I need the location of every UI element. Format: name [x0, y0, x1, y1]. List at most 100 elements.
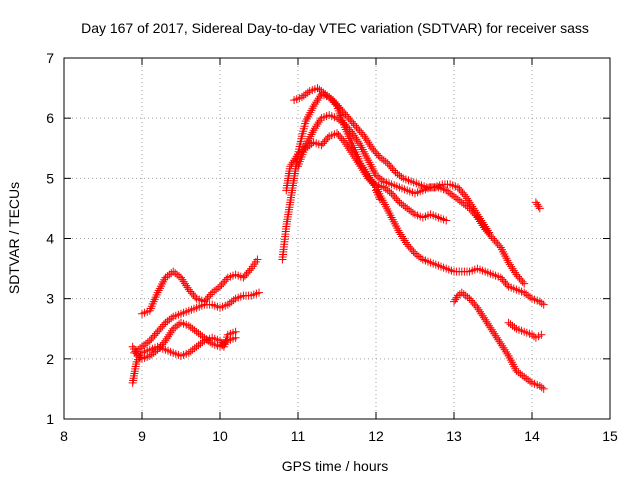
data-point	[503, 256, 512, 265]
data-point	[388, 215, 397, 224]
data-point	[355, 160, 364, 169]
data-point	[310, 124, 319, 133]
data-point	[136, 353, 145, 362]
data-point	[370, 181, 379, 190]
data-point	[359, 166, 367, 175]
data-point	[306, 132, 315, 141]
data-point	[175, 320, 184, 329]
data-point	[464, 196, 473, 205]
series-track-1	[128, 327, 240, 387]
data-point	[309, 126, 318, 135]
data-point	[304, 112, 313, 121]
data-points	[128, 84, 548, 393]
data-point	[472, 208, 481, 217]
data-point	[481, 222, 490, 231]
data-point	[175, 272, 184, 281]
data-point	[539, 384, 548, 393]
data-point	[365, 158, 374, 167]
series-track-11	[450, 288, 548, 393]
data-point	[537, 299, 546, 308]
data-point	[367, 162, 376, 171]
data-point	[490, 329, 499, 338]
data-point	[361, 151, 370, 160]
data-point	[486, 323, 495, 332]
data-point	[206, 338, 215, 347]
x-tick-label: 8	[60, 428, 68, 444]
data-point	[503, 280, 512, 289]
data-point	[387, 213, 396, 222]
data-point	[466, 200, 475, 209]
y-tick-label: 2	[46, 351, 54, 367]
data-point	[477, 309, 486, 318]
data-point	[395, 228, 404, 237]
data-point	[245, 266, 254, 275]
series-track-12	[504, 318, 546, 342]
data-point	[518, 277, 527, 286]
y-tick-label: 7	[46, 50, 54, 66]
data-point	[465, 198, 474, 207]
data-point	[539, 300, 548, 309]
data-point	[474, 212, 483, 221]
data-point	[507, 358, 516, 367]
data-point	[356, 141, 365, 150]
x-tick-label: 11	[291, 428, 306, 444]
data-point	[221, 338, 230, 347]
data-point	[502, 347, 510, 356]
data-point	[491, 331, 500, 340]
data-point	[483, 319, 492, 328]
data-point	[353, 158, 362, 167]
data-point	[356, 162, 365, 171]
data-point	[179, 277, 188, 286]
x-tick-label: 13	[446, 428, 462, 444]
data-point	[365, 140, 374, 149]
data-point	[494, 335, 503, 344]
data-point	[380, 200, 389, 209]
data-point	[351, 133, 360, 142]
data-point	[355, 139, 364, 148]
data-point	[492, 333, 501, 342]
data-point	[346, 146, 354, 155]
data-point	[496, 243, 505, 252]
data-point	[501, 252, 510, 261]
data-point	[375, 195, 384, 204]
data-point	[483, 226, 492, 235]
data-point	[369, 167, 378, 176]
data-point	[385, 209, 394, 218]
data-point	[393, 196, 402, 205]
series-track-6	[282, 129, 451, 225]
data-point	[510, 362, 519, 371]
data-point	[290, 156, 299, 165]
data-point	[323, 134, 332, 143]
y-axis-label: SDTVAR / TECUs	[6, 182, 22, 294]
data-point	[167, 314, 176, 323]
data-point	[374, 151, 383, 160]
x-tick-label: 14	[524, 428, 540, 444]
data-point	[476, 214, 484, 223]
data-point	[159, 277, 168, 286]
data-point	[286, 162, 295, 171]
series-track-8	[290, 84, 494, 237]
data-point	[308, 104, 317, 113]
data-point	[359, 147, 368, 156]
x-tick-label: 9	[138, 428, 146, 444]
data-point	[302, 139, 311, 148]
data-point	[165, 330, 174, 339]
y-tick-label: 6	[46, 110, 54, 126]
data-point	[478, 311, 487, 320]
data-point	[348, 129, 357, 138]
data-point	[342, 140, 351, 149]
data-point	[504, 258, 513, 267]
data-point	[353, 137, 362, 146]
data-point	[509, 360, 518, 369]
data-point	[304, 136, 313, 145]
data-point	[383, 204, 392, 213]
data-point	[351, 154, 360, 163]
series-track-7	[294, 111, 529, 288]
data-point	[463, 293, 472, 302]
data-point	[537, 330, 546, 339]
data-point	[344, 144, 353, 153]
series-track-3	[130, 288, 263, 357]
data-point	[498, 341, 507, 350]
data-point	[231, 333, 240, 342]
x-tick-label: 10	[212, 428, 228, 444]
